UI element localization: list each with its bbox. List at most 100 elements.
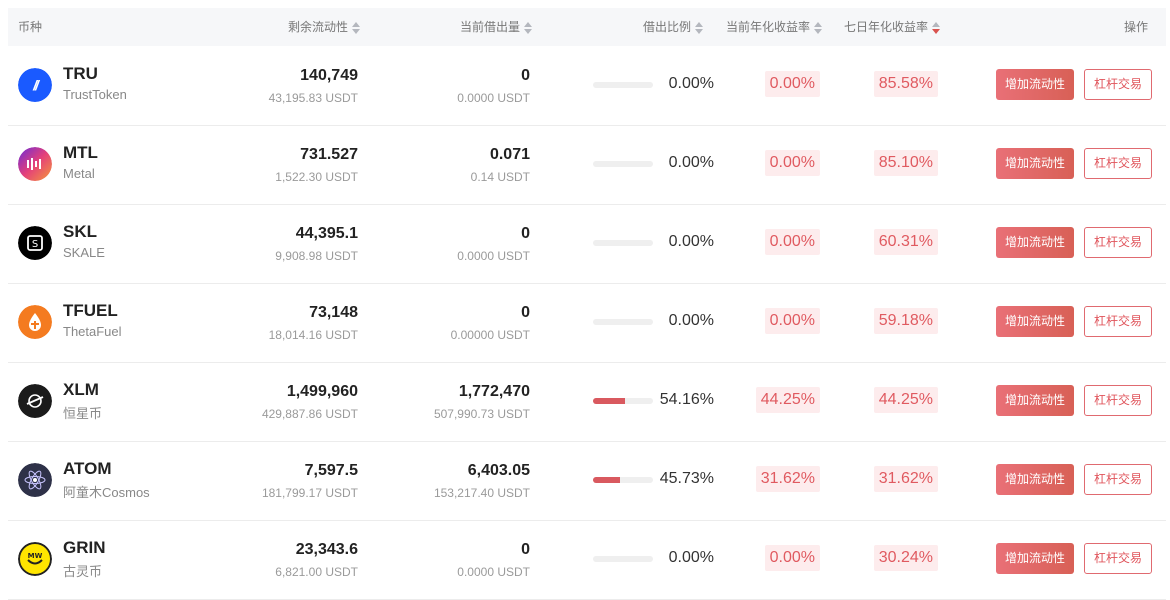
sort-icon[interactable] <box>695 21 704 34</box>
table-row: TFUEL ThetaFuel 73,148 18,014.16 USDT 0 … <box>8 283 1166 363</box>
current-apy-badge: 0.00% <box>764 545 820 571</box>
margin-trade-button[interactable]: 杠杆交易 <box>1084 306 1152 337</box>
column-borrowed[interactable]: 当前借出量 <box>460 8 533 46</box>
liquidity-usdt: 43,195.83 USDT <box>268 91 358 105</box>
liquidity-amount: 44,395.1 <box>295 225 358 242</box>
table-row: S SKL SKALE 44,395.1 9,908.98 USDT 0 0.0… <box>8 204 1166 284</box>
coin-name: TrustToken <box>63 87 127 102</box>
margin-trade-button[interactable]: 杠杆交易 <box>1084 69 1152 100</box>
borrow-ratio-bar <box>593 556 653 562</box>
borrowed-amount: 0.071 <box>489 146 530 163</box>
current-apy-badge: 0.00% <box>764 308 820 334</box>
liquidity-amount: 731.527 <box>300 146 358 163</box>
liquidity-amount: 1,499,960 <box>286 383 358 400</box>
liquidity-amount: 73,148 <box>309 304 358 321</box>
coin-symbol[interactable]: TRU <box>63 64 98 83</box>
borrowed-usdt: 153,217.40 USDT <box>433 486 530 500</box>
borrow-ratio: 0.00% <box>668 154 714 171</box>
column-seven-day-apy-label: 七日年化收益率 <box>844 20 929 34</box>
skale-icon: S <box>18 226 52 260</box>
margin-trade-button[interactable]: 杠杆交易 <box>1084 227 1152 258</box>
column-current-apy-label: 当前年化收益率 <box>726 20 811 34</box>
seven-day-apy-badge: 85.10% <box>873 150 938 176</box>
borrow-ratio: 0.00% <box>668 233 714 250</box>
trusttoken-icon: // <box>18 68 52 102</box>
coin-symbol[interactable]: MTL <box>63 143 98 162</box>
column-borrowed-label: 当前借出量 <box>460 20 521 34</box>
sort-icon[interactable] <box>352 21 361 34</box>
column-remaining-liquidity[interactable]: 剩余流动性 <box>288 8 361 46</box>
add-liquidity-button[interactable]: 增加流动性 <box>996 148 1074 179</box>
seven-day-apy-badge: 30.24% <box>873 545 938 571</box>
sort-icon[interactable] <box>524 21 533 34</box>
borrowed-amount: 0 <box>521 304 530 321</box>
add-liquidity-button[interactable]: 增加流动性 <box>996 227 1074 258</box>
coin-symbol[interactable]: SKL <box>63 222 97 241</box>
table-row: MW GRIN 古灵币 23,343.6 6,821.00 USDT 0 0.0… <box>8 520 1166 600</box>
add-liquidity-button[interactable]: 增加流动性 <box>996 385 1074 416</box>
sort-icon[interactable] <box>814 21 823 34</box>
borrow-ratio-bar <box>593 398 653 404</box>
table-row: XLM 恒星币 1,499,960 429,887.86 USDT 1,772,… <box>8 362 1166 442</box>
coin-name: ThetaFuel <box>63 324 122 339</box>
column-coin: 币种 <box>18 20 43 34</box>
coin-name: 恒星币 <box>63 406 103 421</box>
seven-day-apy-badge: 60.31% <box>873 229 938 255</box>
borrow-ratio: 0.00% <box>668 549 714 566</box>
liquidity-amount: 23,343.6 <box>295 541 358 558</box>
column-borrow-ratio[interactable]: 借出比例 <box>643 8 704 46</box>
coin-name: 阿童木Cosmos <box>63 485 150 500</box>
coin-symbol[interactable]: XLM <box>63 380 99 399</box>
column-actions: 操作 <box>1124 20 1149 34</box>
borrowed-usdt: 0.14 USDT <box>470 170 530 184</box>
column-current-apy[interactable]: 当前年化收益率 <box>726 8 823 46</box>
seven-day-apy-badge: 31.62% <box>873 466 938 492</box>
liquidity-usdt: 18,014.16 USDT <box>268 328 358 342</box>
seven-day-apy-badge: 44.25% <box>873 387 938 413</box>
add-liquidity-button[interactable]: 增加流动性 <box>996 543 1074 574</box>
borrow-ratio: 54.16% <box>659 391 714 408</box>
margin-trade-button[interactable]: 杠杆交易 <box>1084 385 1152 416</box>
borrowed-usdt: 0.0000 USDT <box>457 249 530 263</box>
coin-symbol[interactable]: TFUEL <box>63 301 118 320</box>
borrowed-amount: 0 <box>521 67 530 84</box>
borrow-ratio-bar <box>593 82 653 88</box>
coin-symbol[interactable]: GRIN <box>63 538 106 557</box>
coin-name: 古灵币 <box>63 564 103 579</box>
column-seven-day-apy[interactable]: 七日年化收益率 <box>844 8 941 46</box>
add-liquidity-button[interactable]: 增加流动性 <box>996 464 1074 495</box>
liquidity-usdt: 9,908.98 USDT <box>275 249 358 263</box>
borrow-ratio: 0.00% <box>668 75 714 92</box>
table-row: // TRU TrustToken 140,749 43,195.83 USDT… <box>8 46 1166 126</box>
sort-desc-icon[interactable] <box>932 21 941 34</box>
borrow-ratio-bar <box>593 240 653 246</box>
liquidity-usdt: 429,887.86 USDT <box>261 407 358 421</box>
borrowed-amount: 1,772,470 <box>458 383 530 400</box>
borrow-ratio: 0.00% <box>668 312 714 329</box>
cosmos-icon <box>18 463 52 497</box>
borrow-ratio-bar <box>593 319 653 325</box>
coin-name: SKALE <box>63 245 105 260</box>
liquidity-usdt: 1,522.30 USDT <box>275 170 358 184</box>
svg-text:S: S <box>32 239 38 250</box>
borrowed-amount: 0 <box>521 541 530 558</box>
seven-day-apy-badge: 85.58% <box>873 71 938 97</box>
borrowed-usdt: 0.0000 USDT <box>457 91 530 105</box>
add-liquidity-button[interactable]: 增加流动性 <box>996 69 1074 100</box>
margin-trade-button[interactable]: 杠杆交易 <box>1084 464 1152 495</box>
borrow-ratio: 45.73% <box>659 470 714 487</box>
current-apy-badge: 0.00% <box>764 229 820 255</box>
liquidity-usdt: 181,799.17 USDT <box>261 486 358 500</box>
grin-icon: MW <box>18 542 52 576</box>
liquidity-amount: 7,597.5 <box>304 462 358 479</box>
thetafuel-icon <box>18 305 52 339</box>
current-apy-badge: 0.00% <box>764 71 820 97</box>
borrowed-usdt: 0.0000 USDT <box>457 565 530 579</box>
svg-text:MW: MW <box>28 552 43 560</box>
margin-trade-button[interactable]: 杠杆交易 <box>1084 543 1152 574</box>
column-borrow-ratio-label: 借出比例 <box>643 20 692 34</box>
add-liquidity-button[interactable]: 增加流动性 <box>996 306 1074 337</box>
margin-trade-button[interactable]: 杠杆交易 <box>1084 148 1152 179</box>
coin-symbol[interactable]: ATOM <box>63 459 112 478</box>
